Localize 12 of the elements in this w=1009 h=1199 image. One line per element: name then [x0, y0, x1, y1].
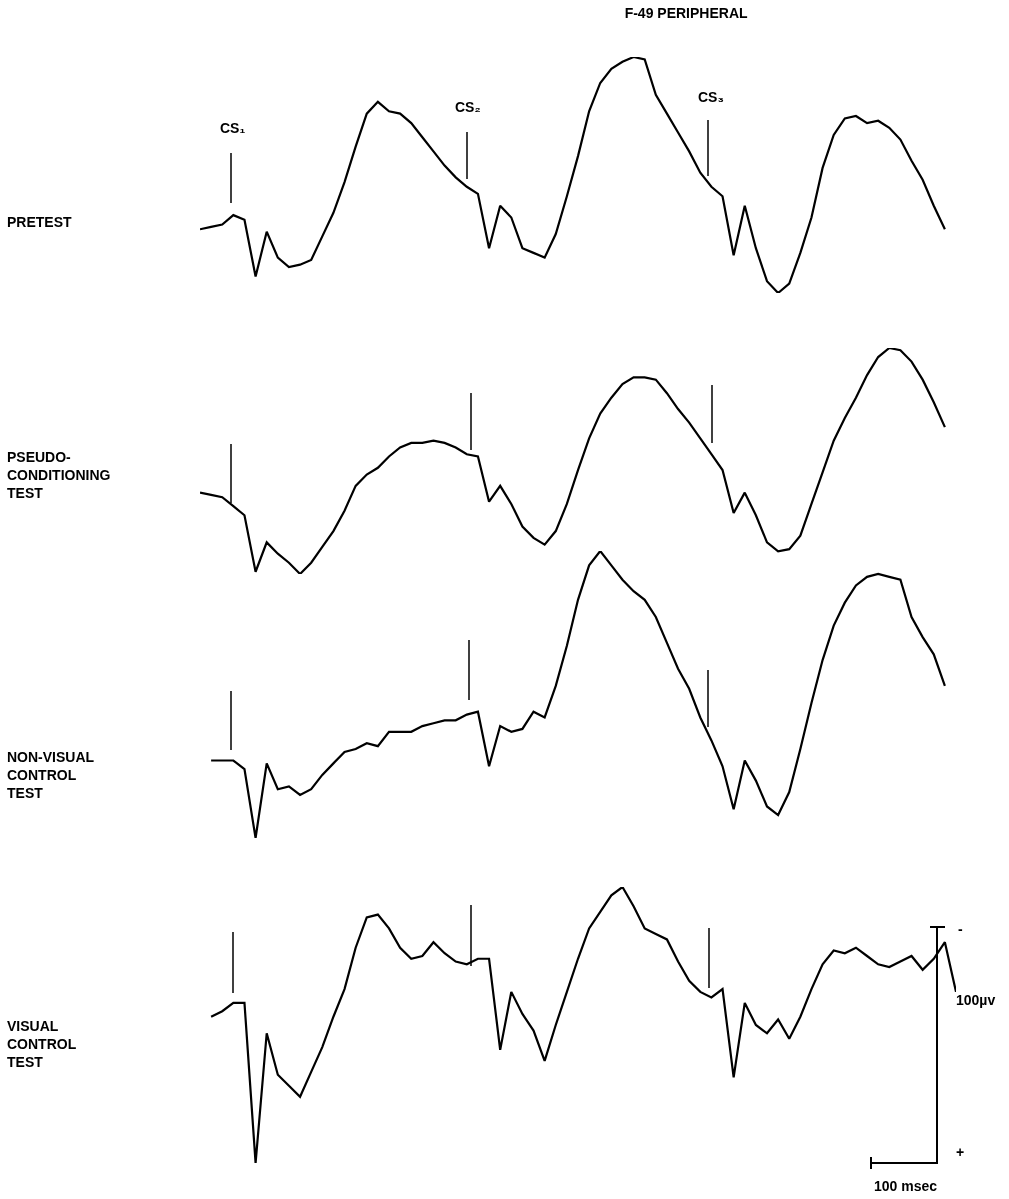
text: 100 msec: [874, 1178, 938, 1194]
annotation: CS₂: [455, 99, 481, 115]
chart-title: F-49 PERIPHERAL: [624, 4, 749, 21]
y-axis-title: PSEUDO- CONDITIONING TEST: [7, 449, 111, 502]
annotation: CS₃: [698, 89, 724, 105]
annotation: CS₁: [220, 120, 246, 136]
y-axis-title: NON-VISUAL CONTROL TEST: [7, 749, 95, 802]
annotation: +: [956, 1144, 965, 1160]
y-axis-title: PRETEST: [7, 214, 73, 230]
annotation: 100µv: [956, 992, 996, 1008]
annotation: -: [958, 921, 963, 937]
y-axis-title: VISUAL CONTROL TEST: [7, 1018, 77, 1071]
